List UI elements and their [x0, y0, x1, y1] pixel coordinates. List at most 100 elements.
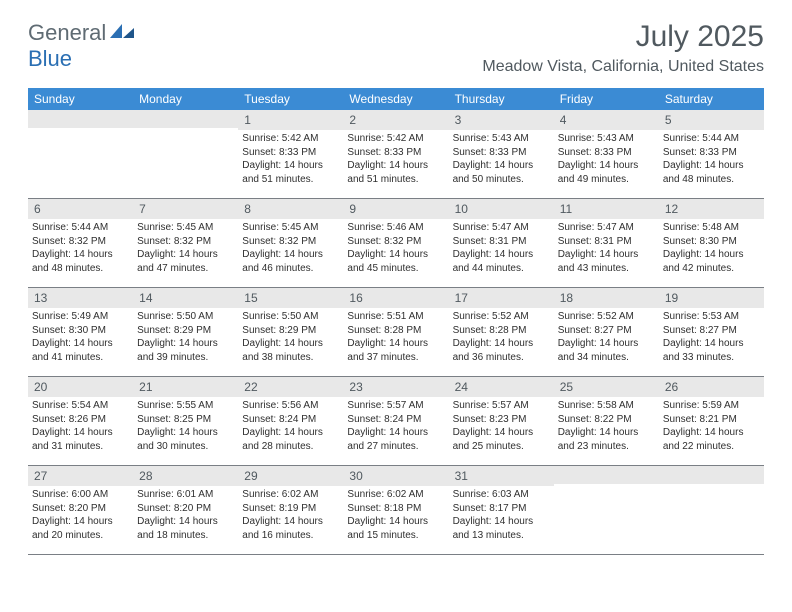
sunset-text: Sunset: 8:30 PM: [32, 324, 129, 338]
brand-part1: General: [28, 20, 106, 45]
day-content: Sunrise: 5:48 AMSunset: 8:30 PMDaylight:…: [659, 219, 764, 279]
location-text: Meadow Vista, California, United States: [482, 58, 764, 76]
day-number: 13: [28, 288, 133, 308]
day-content: Sunrise: 5:42 AMSunset: 8:33 PMDaylight:…: [343, 130, 448, 190]
sunset-text: Sunset: 8:26 PM: [32, 413, 129, 427]
daylight1-text: Daylight: 14 hours: [32, 248, 129, 262]
weekday-header: Friday: [554, 88, 659, 110]
day-number: 20: [28, 377, 133, 397]
day-number: 2: [343, 110, 448, 130]
day-content: Sunrise: 5:56 AMSunset: 8:24 PMDaylight:…: [238, 397, 343, 457]
day-number: 28: [133, 466, 238, 486]
sunset-text: Sunset: 8:32 PM: [347, 235, 444, 249]
day-content: Sunrise: 5:43 AMSunset: 8:33 PMDaylight:…: [554, 130, 659, 190]
daylight2-text: and 48 minutes.: [663, 173, 760, 187]
day-cell: 18Sunrise: 5:52 AMSunset: 8:27 PMDayligh…: [554, 288, 659, 376]
sail-icon: [108, 20, 136, 38]
day-content: Sunrise: 5:47 AMSunset: 8:31 PMDaylight:…: [554, 219, 659, 279]
sunset-text: Sunset: 8:27 PM: [558, 324, 655, 338]
day-content: Sunrise: 5:59 AMSunset: 8:21 PMDaylight:…: [659, 397, 764, 457]
weekday-header-row: Sunday Monday Tuesday Wednesday Thursday…: [28, 88, 764, 110]
daylight2-text: and 47 minutes.: [137, 262, 234, 276]
daylight1-text: Daylight: 14 hours: [137, 426, 234, 440]
day-number: 31: [449, 466, 554, 486]
day-number: 15: [238, 288, 343, 308]
sunrise-text: Sunrise: 5:48 AM: [663, 221, 760, 235]
daylight2-text: and 41 minutes.: [32, 351, 129, 365]
daylight1-text: Daylight: 14 hours: [663, 426, 760, 440]
sunrise-text: Sunrise: 5:55 AM: [137, 399, 234, 413]
day-content: Sunrise: 6:01 AMSunset: 8:20 PMDaylight:…: [133, 486, 238, 546]
week-row: 13Sunrise: 5:49 AMSunset: 8:30 PMDayligh…: [28, 288, 764, 377]
day-number: 8: [238, 199, 343, 219]
week-row: 27Sunrise: 6:00 AMSunset: 8:20 PMDayligh…: [28, 466, 764, 555]
day-number: 11: [554, 199, 659, 219]
daylight2-text: and 43 minutes.: [558, 262, 655, 276]
sunrise-text: Sunrise: 6:02 AM: [242, 488, 339, 502]
week-row: 1Sunrise: 5:42 AMSunset: 8:33 PMDaylight…: [28, 110, 764, 199]
sunrise-text: Sunrise: 5:57 AM: [347, 399, 444, 413]
sunrise-text: Sunrise: 5:43 AM: [453, 132, 550, 146]
day-cell: 5Sunrise: 5:44 AMSunset: 8:33 PMDaylight…: [659, 110, 764, 198]
sunset-text: Sunset: 8:32 PM: [242, 235, 339, 249]
day-cell: 13Sunrise: 5:49 AMSunset: 8:30 PMDayligh…: [28, 288, 133, 376]
day-cell: 23Sunrise: 5:57 AMSunset: 8:24 PMDayligh…: [343, 377, 448, 465]
day-cell: 31Sunrise: 6:03 AMSunset: 8:17 PMDayligh…: [449, 466, 554, 554]
sunset-text: Sunset: 8:20 PM: [137, 502, 234, 516]
day-number: 14: [133, 288, 238, 308]
day-content: Sunrise: 5:57 AMSunset: 8:24 PMDaylight:…: [343, 397, 448, 457]
day-number: [659, 466, 764, 484]
daylight1-text: Daylight: 14 hours: [453, 248, 550, 262]
sunrise-text: Sunrise: 5:49 AM: [32, 310, 129, 324]
daylight2-text: and 50 minutes.: [453, 173, 550, 187]
sunset-text: Sunset: 8:17 PM: [453, 502, 550, 516]
day-content: Sunrise: 5:44 AMSunset: 8:33 PMDaylight:…: [659, 130, 764, 190]
daylight1-text: Daylight: 14 hours: [663, 159, 760, 173]
day-content: Sunrise: 5:54 AMSunset: 8:26 PMDaylight:…: [28, 397, 133, 457]
sunset-text: Sunset: 8:33 PM: [453, 146, 550, 160]
daylight2-text: and 20 minutes.: [32, 529, 129, 543]
day-content: Sunrise: 5:46 AMSunset: 8:32 PMDaylight:…: [343, 219, 448, 279]
daylight2-text: and 38 minutes.: [242, 351, 339, 365]
sunrise-text: Sunrise: 5:52 AM: [558, 310, 655, 324]
day-cell: 12Sunrise: 5:48 AMSunset: 8:30 PMDayligh…: [659, 199, 764, 287]
day-content: Sunrise: 5:44 AMSunset: 8:32 PMDaylight:…: [28, 219, 133, 279]
sunset-text: Sunset: 8:33 PM: [558, 146, 655, 160]
sunrise-text: Sunrise: 6:00 AM: [32, 488, 129, 502]
day-cell: 9Sunrise: 5:46 AMSunset: 8:32 PMDaylight…: [343, 199, 448, 287]
daylight1-text: Daylight: 14 hours: [347, 248, 444, 262]
day-cell: 28Sunrise: 6:01 AMSunset: 8:20 PMDayligh…: [133, 466, 238, 554]
day-content: Sunrise: 5:53 AMSunset: 8:27 PMDaylight:…: [659, 308, 764, 368]
sunrise-text: Sunrise: 6:01 AM: [137, 488, 234, 502]
sunrise-text: Sunrise: 5:47 AM: [453, 221, 550, 235]
day-cell: 24Sunrise: 5:57 AMSunset: 8:23 PMDayligh…: [449, 377, 554, 465]
sunset-text: Sunset: 8:19 PM: [242, 502, 339, 516]
day-cell: 15Sunrise: 5:50 AMSunset: 8:29 PMDayligh…: [238, 288, 343, 376]
day-number: 26: [659, 377, 764, 397]
day-number: 23: [343, 377, 448, 397]
day-number: 5: [659, 110, 764, 130]
day-content: Sunrise: 6:03 AMSunset: 8:17 PMDaylight:…: [449, 486, 554, 546]
day-cell: 17Sunrise: 5:52 AMSunset: 8:28 PMDayligh…: [449, 288, 554, 376]
sunset-text: Sunset: 8:31 PM: [453, 235, 550, 249]
daylight1-text: Daylight: 14 hours: [558, 248, 655, 262]
sunset-text: Sunset: 8:32 PM: [32, 235, 129, 249]
day-cell: 3Sunrise: 5:43 AMSunset: 8:33 PMDaylight…: [449, 110, 554, 198]
sunset-text: Sunset: 8:23 PM: [453, 413, 550, 427]
day-number: [133, 110, 238, 128]
day-content: Sunrise: 5:52 AMSunset: 8:28 PMDaylight:…: [449, 308, 554, 368]
sunset-text: Sunset: 8:22 PM: [558, 413, 655, 427]
daylight2-text: and 16 minutes.: [242, 529, 339, 543]
sunrise-text: Sunrise: 5:51 AM: [347, 310, 444, 324]
sunset-text: Sunset: 8:33 PM: [242, 146, 339, 160]
sunrise-text: Sunrise: 5:50 AM: [137, 310, 234, 324]
sunrise-text: Sunrise: 5:52 AM: [453, 310, 550, 324]
sunrise-text: Sunrise: 5:54 AM: [32, 399, 129, 413]
day-cell: 6Sunrise: 5:44 AMSunset: 8:32 PMDaylight…: [28, 199, 133, 287]
weekday-header: Thursday: [449, 88, 554, 110]
day-number: 27: [28, 466, 133, 486]
day-cell: 30Sunrise: 6:02 AMSunset: 8:18 PMDayligh…: [343, 466, 448, 554]
sunrise-text: Sunrise: 5:50 AM: [242, 310, 339, 324]
day-cell: 8Sunrise: 5:45 AMSunset: 8:32 PMDaylight…: [238, 199, 343, 287]
daylight2-text: and 33 minutes.: [663, 351, 760, 365]
